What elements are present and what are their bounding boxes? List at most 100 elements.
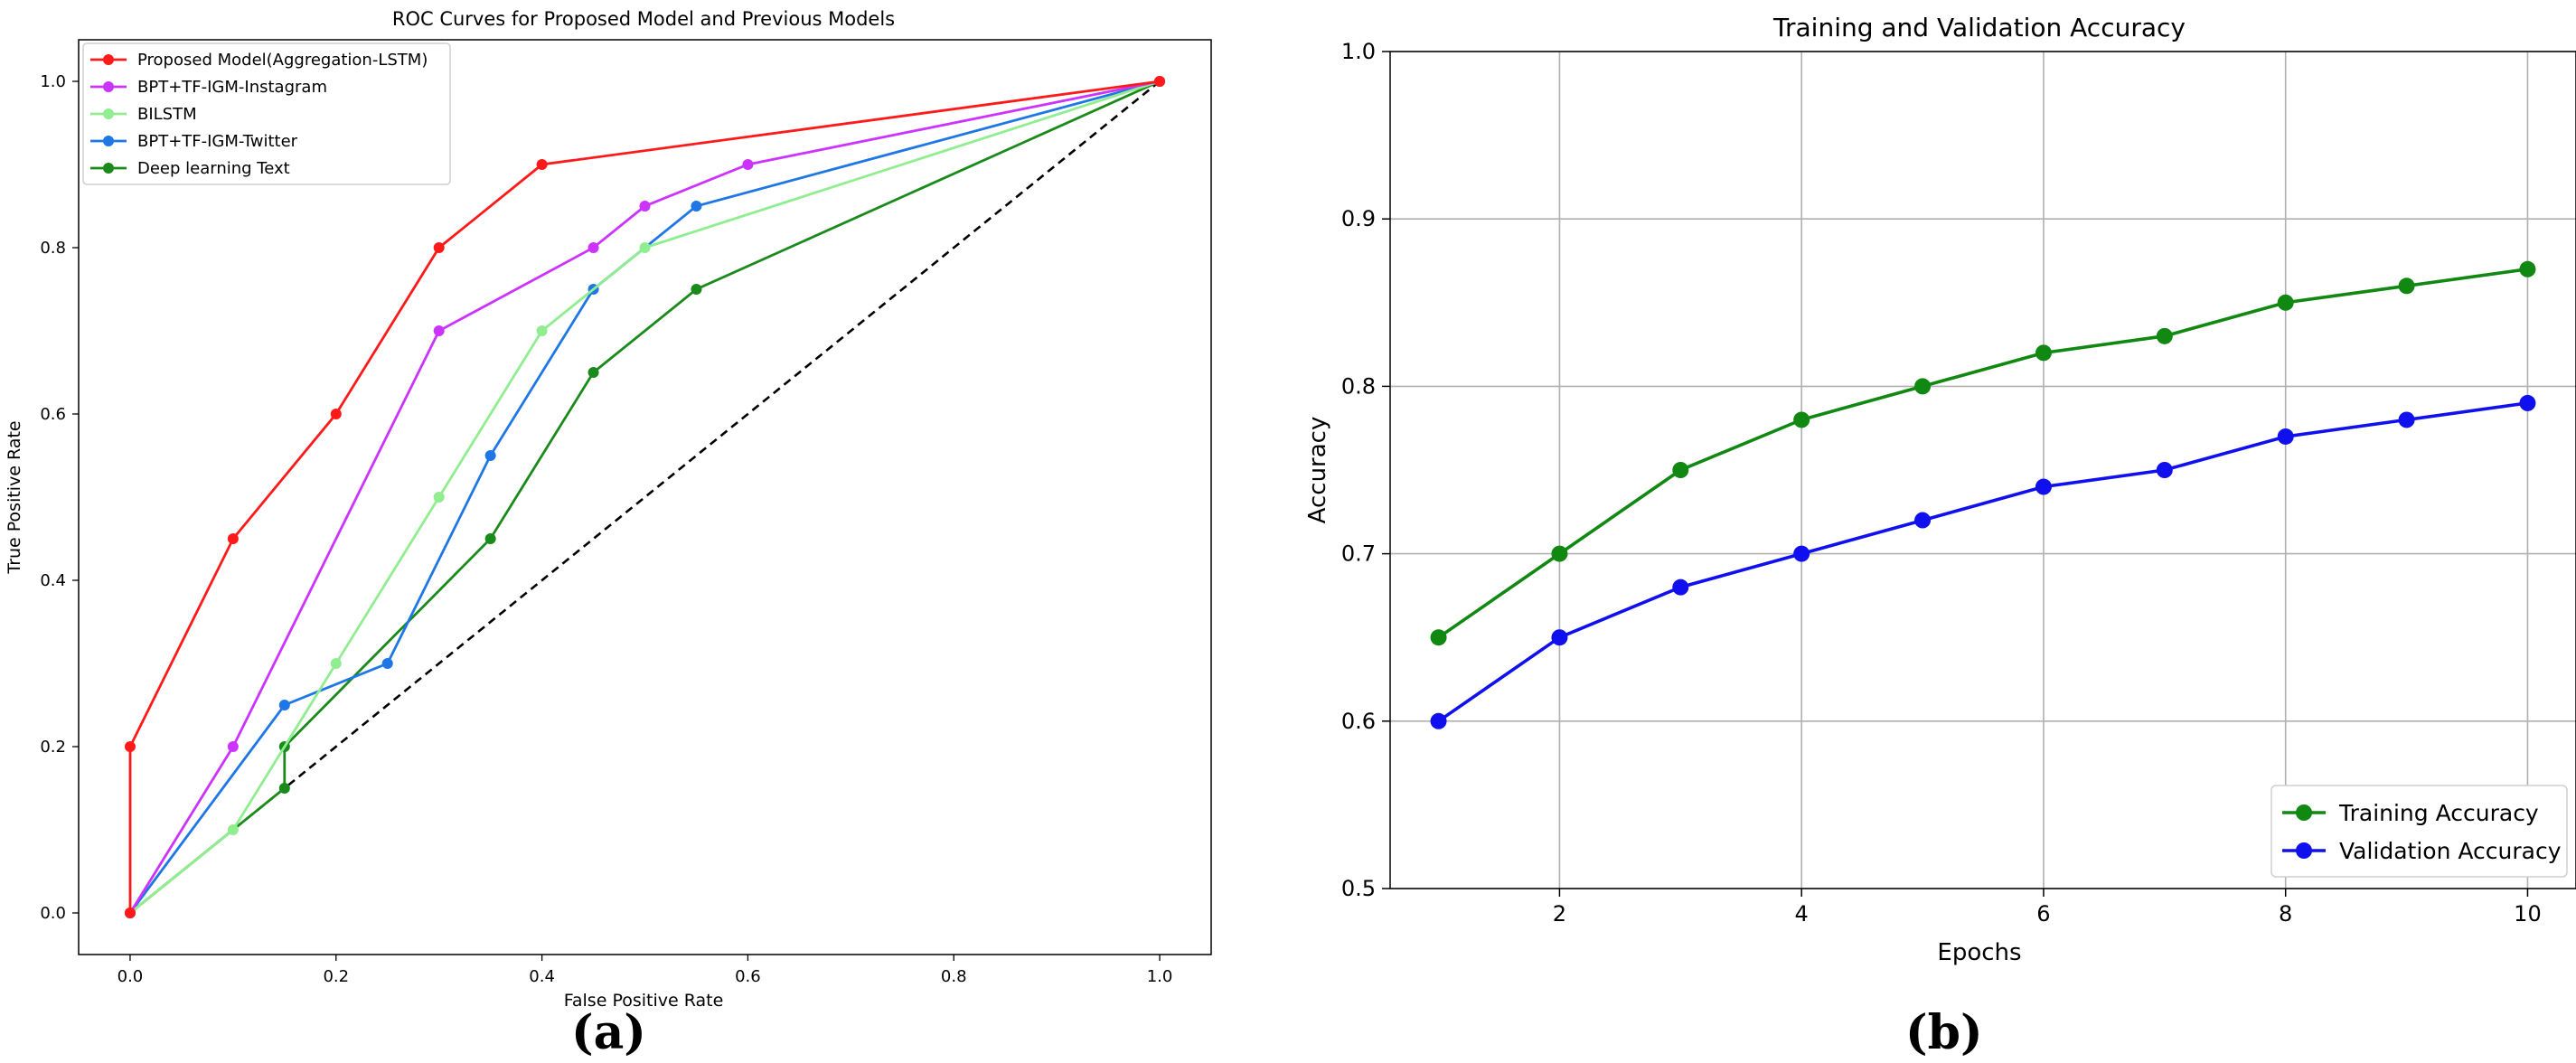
accuracy-point-1 xyxy=(1672,579,1689,596)
roc-ytick-label: 0.2 xyxy=(40,738,66,757)
roc-ytick-label: 0.6 xyxy=(40,405,66,424)
accuracy-legend: Training Accuracy Validation Accuracy xyxy=(2270,785,2568,878)
roc-legend-label: BPT+TF-IGM-Twitter xyxy=(137,132,298,151)
roc-ytick-label: 0.8 xyxy=(40,239,66,258)
accuracy-ytick-label: 0.5 xyxy=(1341,876,1376,901)
accuracy-point-1 xyxy=(2156,462,2173,478)
roc-legend-marker xyxy=(103,54,114,65)
roc-xlabel: False Positive Rate xyxy=(564,991,724,1011)
roc-point-4 xyxy=(588,367,599,378)
accuracy-legend-box xyxy=(2270,785,2568,878)
accuracy-point-1 xyxy=(2035,478,2052,495)
roc-point-3 xyxy=(278,700,290,710)
roc-legend-marker xyxy=(103,163,114,174)
accuracy-point-1 xyxy=(1793,545,1810,562)
roc-legend-marker xyxy=(103,81,114,92)
accuracy-point-0 xyxy=(2156,327,2173,344)
roc-point-2 xyxy=(227,824,239,835)
roc-legend-label: BILSTM xyxy=(137,105,197,124)
accuracy-xtick-label: 8 xyxy=(2279,901,2292,927)
accuracy-xtick-label: 4 xyxy=(1795,901,1809,927)
roc-point-1 xyxy=(227,741,239,752)
accuracy-point-1 xyxy=(2277,428,2294,445)
accuracy-point-0 xyxy=(2519,260,2536,278)
roc-legend-label: BPT+TF-IGM-Instagram xyxy=(137,78,327,97)
roc-xtick-label: 0.0 xyxy=(118,967,144,986)
accuracy-point-1 xyxy=(1914,512,1932,529)
roc-xtick-label: 1.0 xyxy=(1147,967,1173,986)
accuracy-ylabel: Accuracy xyxy=(1304,417,1331,524)
accuracy-legend-marker xyxy=(2296,842,2312,859)
roc-point-0 xyxy=(227,533,239,544)
roc-ytick-label: 0.4 xyxy=(40,571,66,590)
roc-point-3 xyxy=(691,201,702,212)
roc-legend-marker xyxy=(103,136,114,146)
roc-point-3 xyxy=(381,658,393,669)
accuracy-point-0 xyxy=(1672,462,1689,478)
roc-point-0 xyxy=(433,242,445,253)
accuracy-point-0 xyxy=(2277,294,2294,311)
roc-point-0 xyxy=(330,409,342,419)
roc-point-0 xyxy=(536,159,548,170)
accuracy-chart: Training and Validation Accuracy 2 4 6 8 10 0… xyxy=(1304,13,2576,1060)
roc-point-4 xyxy=(278,783,290,794)
accuracy-series-line-1 xyxy=(1437,401,2528,723)
accuracy-ytick-label: 0.7 xyxy=(1341,541,1376,567)
roc-point-0 xyxy=(124,741,136,752)
roc-xtick-label: 0.2 xyxy=(323,967,349,986)
roc-point-3 xyxy=(484,450,496,461)
roc-xtick-label: 0.6 xyxy=(735,967,761,986)
roc-legend-label: Proposed Model(Aggregation-LSTM) xyxy=(137,51,428,70)
accuracy-point-0 xyxy=(1430,629,1447,646)
accuracy-point-0 xyxy=(2035,344,2052,362)
roc-point-4 xyxy=(691,284,702,295)
accuracy-point-0 xyxy=(1793,411,1810,428)
accuracy-point-0 xyxy=(1551,545,1568,562)
accuracy-point-1 xyxy=(1430,712,1447,729)
accuracy-ytick-label: 0.6 xyxy=(1341,709,1376,734)
roc-title: ROC Curves for Proposed Model and Previo… xyxy=(392,8,895,30)
accuracy-ytick-label: 0.9 xyxy=(1341,206,1376,231)
roc-ytick-label: 1.0 xyxy=(40,72,66,91)
accuracy-xtick-label: 10 xyxy=(2514,901,2542,927)
roc-point-2 xyxy=(433,492,445,503)
accuracy-xtick-label: 2 xyxy=(1553,901,1566,927)
roc-point-1 xyxy=(433,325,445,336)
accuracy-point-1 xyxy=(1551,629,1568,646)
accuracy-ytick-label: 1.0 xyxy=(1341,39,1376,64)
accuracy-title: Training and Validation Accuracy xyxy=(1772,13,2186,42)
roc-point-1 xyxy=(639,201,651,212)
roc-point-2 xyxy=(330,658,342,669)
accuracy-ytick-label: 0.8 xyxy=(1341,373,1376,399)
roc-legend: Proposed Model(Aggregation-LSTM) BPT+TF-I… xyxy=(82,42,451,185)
roc-ylabel: True Positive Rate xyxy=(5,420,24,574)
panel-label-a: (a) xyxy=(571,1005,646,1060)
roc-ytick-label: 0.0 xyxy=(40,904,66,923)
roc-point-0 xyxy=(1154,76,1166,87)
roc-plot-frame xyxy=(78,39,1212,955)
accuracy-point-0 xyxy=(1914,378,1932,395)
accuracy-point-1 xyxy=(2519,394,2536,411)
roc-legend-label: Deep learning Text xyxy=(137,159,290,178)
roc-legend-box xyxy=(82,42,451,185)
roc-xtick-label: 0.8 xyxy=(941,967,967,986)
roc-point-0 xyxy=(124,908,136,918)
accuracy-plot-frame xyxy=(1389,51,2576,889)
roc-point-1 xyxy=(742,159,754,170)
accuracy-legend-marker xyxy=(2296,804,2312,821)
roc-reference-line xyxy=(129,80,1161,915)
roc-point-1 xyxy=(588,242,599,253)
accuracy-legend-label: Training Accuracy xyxy=(2338,800,2539,826)
roc-xtick-label: 0.4 xyxy=(529,967,555,986)
accuracy-xlabel: Epochs xyxy=(1937,939,2021,966)
accuracy-series-line-0 xyxy=(1437,268,2528,639)
roc-point-2 xyxy=(639,242,651,253)
roc-legend-marker xyxy=(103,108,114,119)
roc-point-2 xyxy=(536,325,548,336)
accuracy-xtick-label: 6 xyxy=(2036,901,2050,927)
accuracy-legend-label: Validation Accuracy xyxy=(2339,838,2562,864)
accuracy-point-0 xyxy=(2398,278,2415,295)
accuracy-point-1 xyxy=(2398,411,2415,428)
roc-point-4 xyxy=(484,533,496,544)
